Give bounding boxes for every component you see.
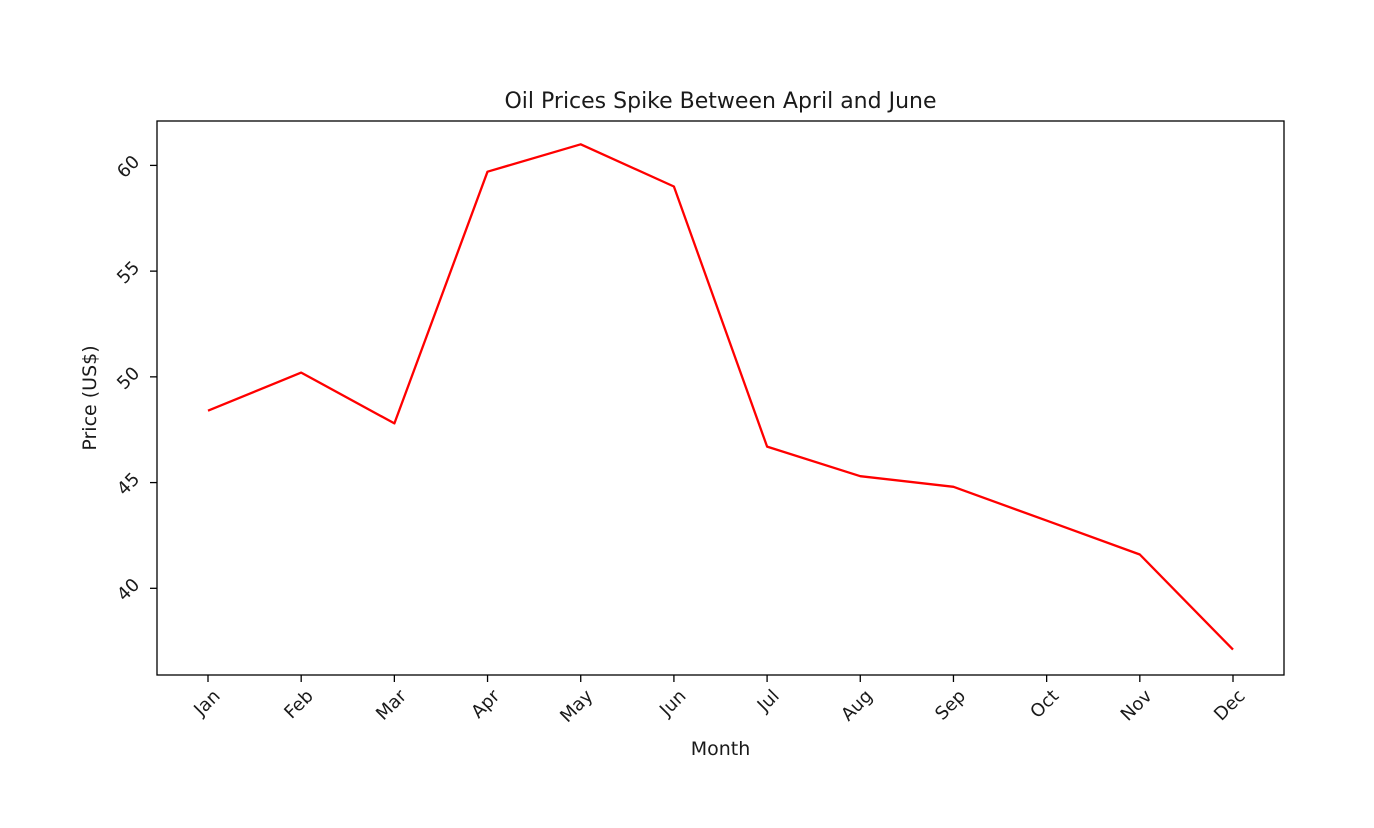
chart-title: Oil Prices Spike Between April and June	[504, 89, 936, 114]
plot-area-frame	[156, 120, 1285, 676]
x-tick-label: Apr	[467, 685, 504, 722]
x-tick-label: Dec	[1210, 686, 1249, 725]
x-tick-label: Mar	[372, 685, 411, 724]
series-layer	[207, 143, 1234, 651]
y-tick-label: 45	[113, 469, 144, 500]
x-tick-label: Jan	[189, 686, 224, 721]
x-tick-label: Feb	[280, 686, 317, 723]
x-tick-label: Sep	[931, 686, 970, 725]
y-axis-ticks: 40 45 50 55 60	[113, 152, 157, 605]
x-tick-label: Nov	[1117, 685, 1157, 725]
y-tick-label: 60	[113, 152, 144, 183]
y-tick-label: 50	[113, 363, 144, 394]
y-tick-label: 40	[113, 574, 144, 605]
x-tick-label: Oct	[1026, 686, 1063, 723]
x-tick-label: Jun	[655, 686, 690, 721]
x-tick-label: May	[556, 685, 597, 726]
y-axis-label: Price (US$)	[79, 345, 101, 450]
series-line-0	[207, 143, 1234, 651]
x-axis-label: Month	[691, 738, 751, 760]
x-tick-label: Jul	[753, 686, 784, 717]
y-tick-label: 55	[113, 257, 144, 288]
x-tick-label: Aug	[837, 686, 877, 726]
x-axis-ticks: Jan Feb Mar Apr May Jun Jul Aug Sep Oct Nov Dec	[189, 675, 1250, 727]
